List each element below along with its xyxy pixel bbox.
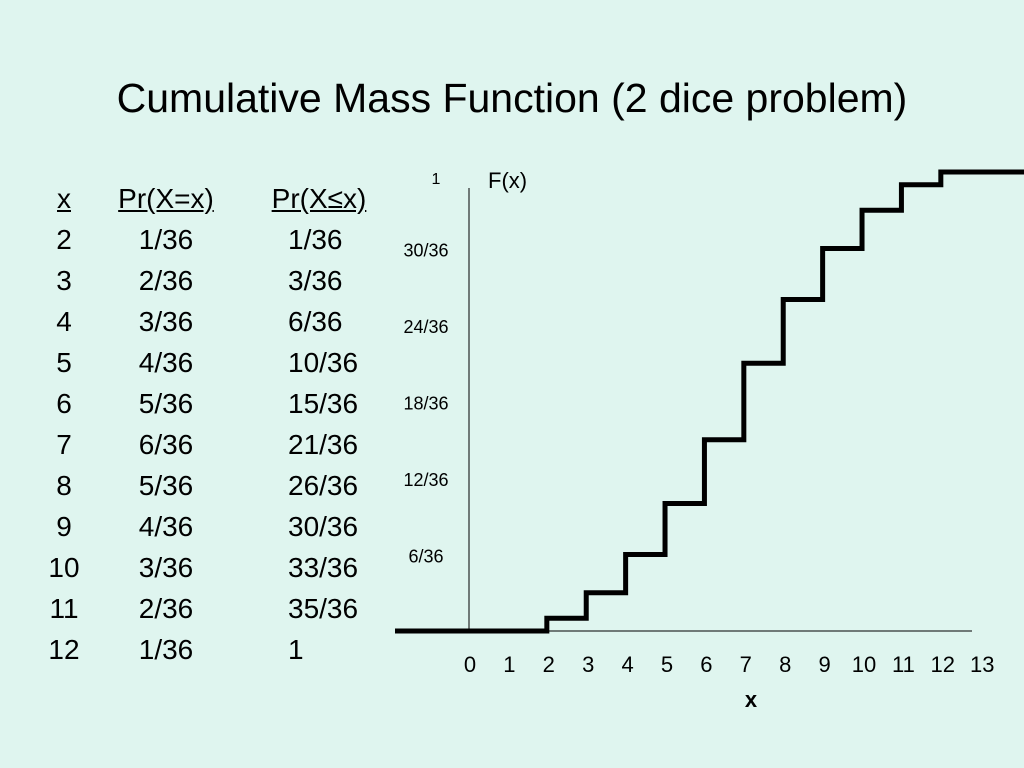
table-row: 8 5/36 26/36 [40,465,394,506]
x-tick-label: 12 [931,652,955,677]
cell-x: 2 [56,223,72,255]
cell-pmf: 5/36 [138,469,194,501]
header-x: x [57,182,71,214]
cell-cmf: 30/36 [288,510,359,542]
table-row: 12 1/36 1 [40,629,394,670]
cell-pmf: 4/36 [138,510,194,542]
x-axis-label: x [745,687,758,712]
slide-title: Cumulative Mass Function (2 dice problem… [116,75,908,121]
y-tick-label: 30/36 [403,241,448,261]
y-axis-label: F(x) [488,168,527,193]
cell-x: 5 [56,346,72,378]
x-tick-label: 6 [700,652,712,677]
x-tick-label: 7 [740,652,752,677]
cell-pmf: 3/36 [138,551,194,583]
cmf-table: x Pr(X=x) Pr(X≤x) 2 1/36 1/36 3 2/36 3/36 4 3/3… [40,178,394,670]
cell-pmf: 6/36 [138,428,194,460]
table-row: 7 6/36 21/36 [40,424,394,465]
cell-x: 6 [56,387,72,419]
y-tick-label: 18/36 [403,394,448,414]
cell-x: 8 [56,469,72,501]
cell-pmf: 2/36 [138,264,194,296]
table-row: 11 2/36 35/36 [40,588,394,629]
cell-pmf: 1/36 [138,223,194,255]
x-tick-label: 4 [621,652,633,677]
cell-cmf: 1 [288,633,304,665]
cell-cmf: 33/36 [288,551,359,583]
x-tick-label: 13 [970,652,994,677]
y-tick-label: 24/36 [403,317,448,337]
y-tick-label: 1 [432,171,441,188]
table-row: 10 3/36 33/36 [40,547,394,588]
cell-pmf: 2/36 [138,592,194,624]
cell-x: 12 [48,633,80,665]
cell-cmf: 10/36 [288,346,359,378]
cell-cmf: 15/36 [288,387,359,419]
cell-x: 10 [48,551,80,583]
x-tick-label: 11 [892,652,915,677]
table-row: 5 4/36 10/36 [40,342,394,383]
x-tick-label: 2 [543,652,555,677]
x-tick-label: 5 [661,652,673,677]
cell-cmf: 26/36 [288,469,359,501]
y-tick-label: 12/36 [403,470,448,490]
table-row: 6 5/36 15/36 [40,383,394,424]
table-row: 3 2/36 3/36 [40,260,394,301]
x-tick-label: 1 [503,652,515,677]
cell-x: 3 [56,264,72,296]
cell-x: 4 [56,305,72,337]
table-row: 2 1/36 1/36 [40,219,394,260]
cell-pmf: 3/36 [138,305,194,337]
cell-x: 9 [56,510,72,542]
x-tick-label: 3 [582,652,594,677]
cell-pmf: 1/36 [138,633,194,665]
x-tick-label: 0 [464,652,476,677]
table-row: 4 3/36 6/36 [40,301,394,342]
x-tick-label: 9 [818,652,830,677]
x-tick-label: 10 [852,652,876,677]
cell-cmf: 6/36 [288,305,343,337]
table-row: 9 4/36 30/36 [40,506,394,547]
y-tick-label: 6/36 [408,546,443,566]
cell-cmf: 3/36 [288,264,343,296]
table-header-row: x Pr(X=x) Pr(X≤x) [40,178,394,219]
cell-cmf: 21/36 [288,428,359,460]
cell-pmf: 5/36 [138,387,194,419]
x-tick-label: 8 [779,652,791,677]
header-pmf: Pr(X=x) [118,182,214,214]
cell-pmf: 4/36 [138,346,194,378]
cmf-step-line [395,169,1024,634]
cell-x: 11 [49,592,79,624]
header-cmf: Pr(X≤x) [271,182,367,214]
cell-x: 7 [56,428,72,460]
cell-cmf: 1/36 [288,223,343,255]
cell-cmf: 35/36 [288,592,359,624]
